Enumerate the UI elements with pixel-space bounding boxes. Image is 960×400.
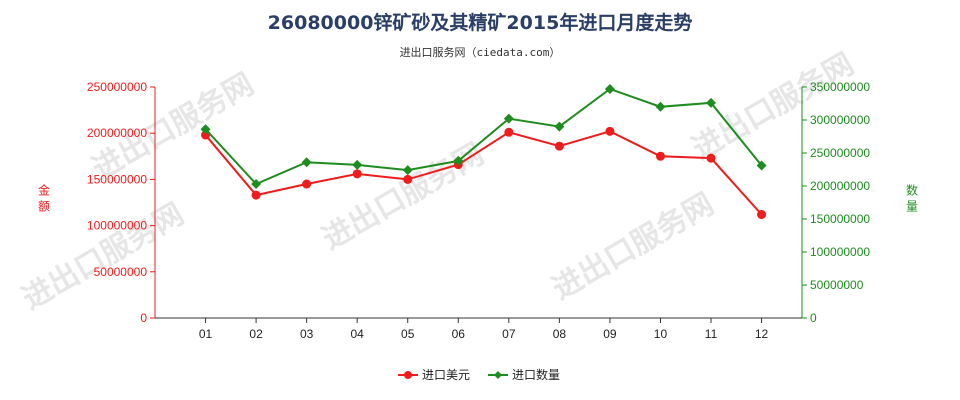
x-tick-label: 09: [603, 327, 617, 341]
data-point-quantity: [301, 157, 312, 168]
x-tick-label: 04: [351, 327, 365, 341]
x-tick-label: 11: [705, 327, 718, 341]
data-point-quantity: [200, 124, 211, 135]
data-point-amount: [605, 126, 615, 136]
y-right-tick-label: 200000000: [810, 179, 870, 193]
series-line-amount: [204, 130, 763, 216]
data-point-quantity: [453, 155, 464, 166]
axes: 0 50000000 100000000 150000000 200000000 2500…: [38, 80, 918, 341]
y-right-tick-label: 0: [810, 311, 817, 325]
x-tick-label: 03: [300, 327, 314, 341]
watermark-text: 进出口服务网: [17, 197, 190, 317]
legend-marker: [404, 371, 412, 379]
y-right-tick-label: 250000000: [810, 146, 870, 160]
y-right-tick-label: 50000000: [810, 278, 864, 292]
data-point-quantity: [706, 97, 717, 108]
data-point-amount: [302, 179, 312, 189]
x-tick-label: 01: [199, 327, 213, 341]
y-right-tick-label: 300000000: [810, 113, 870, 127]
y-right-tick-label: 350000000: [810, 80, 870, 94]
y-right-tick-label: 150000000: [810, 212, 870, 226]
x-tick-label: 07: [502, 327, 516, 341]
x-tick-label: 02: [249, 327, 263, 341]
y-left-tick-label: 150000000: [87, 172, 147, 186]
series-line-quantity: [204, 87, 763, 186]
data-point-amount: [706, 153, 716, 163]
y-axis-right-title: 数量: [906, 183, 918, 214]
data-point-quantity: [251, 179, 262, 190]
y-axis-left-title: 金额: [38, 183, 50, 214]
chart-subtitle: 进出口服务网（ciedata.com）: [399, 46, 561, 59]
data-point-quantity: [756, 160, 767, 171]
legend-item[interactable]: 进口数量: [488, 367, 560, 382]
x-tick-label: 08: [553, 327, 567, 341]
x-tick-label: 12: [755, 327, 769, 341]
y-left-tick-label: 100000000: [87, 219, 147, 233]
data-point-quantity: [604, 83, 615, 94]
legend[interactable]: 进口美元 进口数量: [398, 367, 560, 382]
x-tick-label: 05: [401, 327, 415, 341]
watermark-text: 进出口服务网: [547, 187, 720, 307]
x-tick-label: 06: [452, 327, 466, 341]
data-point-amount: [757, 210, 767, 220]
legend-label: 进口美元: [422, 368, 470, 382]
data-point-amount: [655, 151, 665, 161]
data-point-amount: [504, 127, 514, 137]
series-layer: [200, 83, 767, 220]
x-tick-label: 10: [654, 327, 668, 341]
watermark-text: 进出口服务网: [317, 137, 490, 257]
y-left-tick-label: 0: [140, 311, 147, 325]
y-right-tick-label: 100000000: [810, 245, 870, 259]
data-point-quantity: [554, 121, 565, 132]
data-point-quantity: [402, 165, 413, 176]
legend-item[interactable]: 进口美元: [398, 368, 470, 382]
data-point-amount: [352, 169, 362, 179]
data-point-quantity: [503, 113, 514, 124]
data-point-amount: [554, 141, 564, 151]
y-left-tick-label: 250000000: [87, 80, 147, 94]
legend-label: 进口数量: [512, 367, 560, 382]
y-left-tick-label: 50000000: [94, 265, 148, 279]
data-point-quantity: [352, 159, 363, 170]
data-point-amount: [251, 190, 261, 200]
chart-title: 26080000锌矿砂及其精矿2015年进口月度走势: [267, 12, 693, 34]
data-point-amount: [403, 174, 413, 184]
data-point-quantity: [655, 101, 666, 112]
y-left-tick-label: 200000000: [87, 126, 147, 140]
legend-marker: [494, 371, 502, 379]
